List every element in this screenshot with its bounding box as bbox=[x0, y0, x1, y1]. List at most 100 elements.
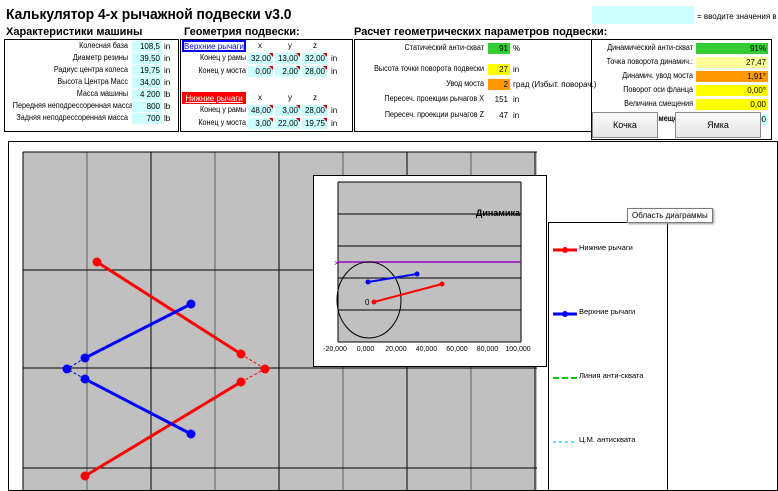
geo-coord-input[interactable]: 2,00 bbox=[275, 66, 300, 77]
lower-link-extension bbox=[240, 368, 266, 383]
inset-chart[interactable]: × 0 Динамика -20,000 0,000 20,000 40,000 60,0… bbox=[313, 175, 547, 367]
dyn-value: 0,00 bbox=[696, 99, 768, 110]
geo-row-label: Конец у рамы bbox=[199, 105, 246, 114]
comment-marker-icon bbox=[323, 118, 327, 122]
chart-area-tooltip: Область диаграммы bbox=[627, 208, 713, 223]
car-param-label: Задняя неподрессоренная масса bbox=[16, 113, 128, 122]
axis-header-y: y bbox=[288, 93, 292, 102]
chart-area[interactable]: × 0 Динамика -20,000 0,000 20,000 40,000 60,0… bbox=[8, 141, 778, 491]
car-heading: Характеристики машины bbox=[6, 26, 143, 38]
axis-header-x: x bbox=[258, 41, 262, 50]
comment-marker-icon bbox=[323, 66, 327, 70]
legend-label: Ц.М. антисквата bbox=[579, 435, 636, 444]
car-param-input[interactable]: 34,00 bbox=[132, 77, 162, 88]
inset-x-tick: 0,000 bbox=[356, 346, 375, 353]
legend-swatch bbox=[553, 306, 577, 317]
app-title: Калькулятор 4-х рычажной подвески v3.0 bbox=[6, 6, 292, 23]
geo-coord-input[interactable]: 28,00 bbox=[302, 66, 327, 77]
pit-button[interactable]: Ямка bbox=[675, 112, 761, 138]
dyn-value: 0,00° bbox=[696, 85, 768, 96]
comment-marker-icon bbox=[323, 53, 327, 57]
car-param-input[interactable]: 700 bbox=[132, 113, 162, 124]
geo-coord-input[interactable]: 19,75 bbox=[302, 118, 327, 129]
lower-link-header[interactable]: Нижние рычаги bbox=[182, 92, 246, 104]
inset-x-tick: 80,000 bbox=[476, 346, 499, 353]
upper-link-line-point bbox=[186, 299, 196, 309]
comment-marker-icon bbox=[269, 66, 273, 70]
axis-header-z: z bbox=[313, 93, 317, 102]
calc-value: 47 bbox=[488, 110, 510, 121]
lower-link-line bbox=[84, 380, 242, 478]
calc-value: 151 bbox=[488, 94, 510, 105]
dyn-label: Поворот оси фланца bbox=[623, 85, 693, 94]
geo-coord-input[interactable]: 48,00 bbox=[248, 105, 273, 116]
car-param-unit: lb bbox=[164, 102, 171, 111]
calc-unit: in bbox=[513, 65, 520, 74]
geo-coord-input[interactable]: 32,00 bbox=[248, 53, 273, 64]
car-param-unit: in bbox=[164, 54, 171, 63]
comment-marker-icon bbox=[269, 53, 273, 57]
inset-cm-marker: × bbox=[334, 258, 339, 268]
geometry-heading: Геометрия подвески: bbox=[184, 26, 300, 38]
bump-button[interactable]: Кочка bbox=[592, 112, 658, 138]
car-param-input[interactable]: 108,5 bbox=[132, 41, 162, 52]
car-param-label: Колесная база bbox=[79, 41, 128, 50]
inset-lower-point bbox=[371, 299, 377, 305]
upper-link-intersection bbox=[62, 364, 72, 374]
inset-zero-label: 0 bbox=[365, 298, 370, 307]
car-param-label: Диаметр резины bbox=[72, 53, 128, 62]
car-param-input[interactable]: 19,75 bbox=[132, 65, 162, 76]
axis-header-z: z bbox=[313, 41, 317, 50]
geo-unit: in bbox=[331, 54, 338, 63]
comment-marker-icon bbox=[269, 105, 273, 109]
chart-legend[interactable]: Нижние рычаги Верхние рычаги Линия анти-ск… bbox=[548, 222, 668, 490]
calc-value: 91 bbox=[488, 43, 510, 54]
dyn-label: Динамический анти-скват bbox=[607, 43, 693, 52]
geo-coord-input[interactable]: 32,00 bbox=[302, 53, 327, 64]
inset-x-tick: 60,000 bbox=[446, 346, 468, 353]
calc-heading: Расчет геометрических параметров подвеск… bbox=[354, 26, 608, 38]
upper-link-line bbox=[84, 377, 192, 436]
upper-link-line-point bbox=[186, 429, 196, 439]
legend-label: Верхние рычаги bbox=[579, 307, 636, 316]
geo-coord-input[interactable]: 22,00 bbox=[275, 118, 300, 129]
legend-label: Линия анти-сквата bbox=[579, 371, 644, 380]
calc-unit: in bbox=[513, 95, 520, 104]
geo-coord-input[interactable]: 3,00 bbox=[275, 105, 300, 116]
lower-link-line bbox=[96, 260, 242, 356]
car-param-unit: in bbox=[164, 66, 171, 75]
calc-unit: % bbox=[513, 44, 521, 53]
lower-link-intersection bbox=[260, 364, 270, 374]
car-param-unit: in bbox=[164, 78, 171, 87]
geo-unit: in bbox=[331, 119, 338, 128]
car-param-input[interactable]: 4 200 bbox=[132, 89, 162, 100]
legend-label: Нижние рычаги bbox=[579, 243, 633, 252]
calc-label: Пересеч. проекции рычагов X bbox=[384, 94, 484, 103]
inset-x-tick: 100,000 bbox=[505, 346, 531, 353]
geo-coord-input[interactable]: 13,00 bbox=[275, 53, 300, 64]
upper-link-header[interactable]: Верхние рычаги bbox=[182, 40, 246, 52]
inset-diagram: ×0 bbox=[334, 181, 522, 343]
dyn-label: Динамич. увод моста bbox=[622, 71, 693, 80]
car-param-label: Передняя неподрессоренная масса bbox=[12, 101, 134, 110]
car-param-label: Масса машины bbox=[76, 89, 128, 98]
inset-x-tick: 40,000 bbox=[415, 346, 438, 353]
inset-lower-point bbox=[439, 281, 445, 287]
comment-marker-icon bbox=[323, 105, 327, 109]
geo-coord-input[interactable]: 28,00 bbox=[302, 105, 327, 116]
calc-unit: in bbox=[513, 111, 520, 120]
dyn-value: 1,91° bbox=[696, 71, 768, 82]
lower-link-line-point bbox=[80, 471, 90, 481]
geo-coord-input[interactable]: 3,00 bbox=[248, 118, 273, 129]
calc-label: Пересеч. проекции рычагов Z bbox=[384, 110, 484, 119]
car-param-input[interactable]: 800 bbox=[132, 101, 162, 112]
car-param-input[interactable]: 39,50 bbox=[132, 53, 162, 64]
axis-header-x: x bbox=[258, 93, 262, 102]
dyn-label: Точка поворота динамич.: bbox=[606, 57, 693, 66]
dyn-value: 27,47 bbox=[696, 57, 768, 68]
inset-upper-link bbox=[367, 273, 418, 283]
geo-row-label: Конец у моста bbox=[198, 118, 246, 127]
geo-coord-input[interactable]: 0,00 bbox=[248, 66, 273, 77]
calc-unit: град (Избыт. поворач.) bbox=[513, 80, 597, 89]
geo-unit: in bbox=[331, 106, 338, 115]
